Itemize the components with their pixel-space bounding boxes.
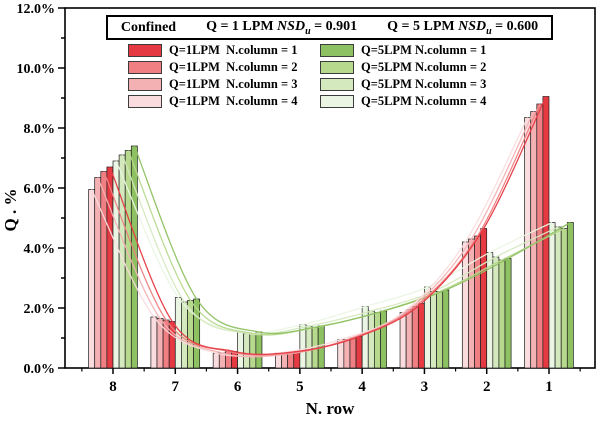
y-tick-label: 12.0%	[17, 2, 56, 17]
q5-metric-sub: u	[486, 25, 492, 37]
q1-metric-sub: u	[305, 25, 311, 37]
bar	[150, 316, 158, 369]
bar	[548, 222, 556, 369]
q1-metric-label: NSD	[277, 18, 306, 34]
bar	[498, 259, 506, 369]
bar	[249, 333, 257, 369]
legend-swatch-icon	[128, 78, 162, 91]
legend-item-label: Q=5LPM N.column = 1	[361, 43, 487, 58]
bar	[287, 352, 295, 369]
bar	[411, 306, 419, 369]
legend-swatch-icon	[320, 78, 354, 91]
bar	[349, 337, 357, 369]
bar	[281, 354, 289, 369]
x-tick-label: 8	[109, 379, 117, 395]
bar	[461, 241, 469, 369]
bar	[474, 235, 481, 369]
bar	[492, 256, 500, 369]
bar	[442, 289, 450, 369]
condition-label: Confined	[120, 19, 177, 35]
legend-item-label: Q=1LPM N.column = 4	[169, 94, 298, 109]
bar	[560, 228, 568, 369]
bar	[237, 331, 245, 369]
legend-item-label: Q=5LPM N.column = 4	[361, 94, 487, 109]
bar	[255, 331, 263, 369]
bar	[380, 310, 387, 369]
bar	[355, 336, 363, 369]
series-curve	[133, 145, 571, 335]
x-axis-label: N. row	[306, 399, 356, 418]
legend: Q=1LPM N.column = 1 Q=5LPM N.column = 1 Q=…	[128, 44, 486, 108]
legend-swatch-icon	[128, 61, 162, 74]
y-tick-label: 8.0%	[24, 122, 56, 137]
legend-swatch-icon	[128, 44, 162, 57]
bar	[100, 171, 108, 369]
bar	[399, 312, 407, 369]
y-axis-label: Q . %	[1, 189, 20, 232]
legend-swatch-icon	[128, 95, 162, 108]
y-tick-label: 0.0%	[24, 362, 56, 377]
x-tick-label: 1	[545, 379, 553, 395]
x-tick-label: 3	[421, 379, 429, 395]
y-tick-label: 2.0%	[24, 302, 56, 317]
q5-metric-label: NSD	[458, 18, 487, 34]
chart-annotation-box: Confined Q = 1 LPM NSDu = 0.901 Q = 5 LP…	[106, 15, 553, 40]
bar	[231, 351, 238, 369]
y-tick-label: 6.0%	[24, 182, 56, 197]
legend-swatch-icon	[320, 44, 354, 57]
bar	[112, 160, 120, 369]
legend-item-label: Q=1LPM N.column = 3	[169, 77, 298, 92]
bar	[88, 189, 96, 369]
bar	[299, 324, 307, 369]
legend-item-label: Q=1LPM N.column = 2	[169, 60, 298, 75]
nsd-stat-q5lpm: Q = 5 LPM NSDu = 0.600	[387, 19, 538, 37]
x-tick-label: 5	[296, 379, 304, 395]
bar	[367, 310, 375, 369]
legend-item-label: Q=5LPM N.column = 2	[361, 60, 487, 75]
bar	[293, 351, 301, 369]
bar	[212, 352, 220, 369]
legend-swatch-icon	[320, 95, 354, 108]
x-tick-label: 2	[483, 379, 491, 395]
bar	[373, 312, 381, 369]
series-curve	[115, 160, 553, 335]
legend-item-label: Q=1LPM N.column = 1	[169, 43, 298, 58]
bar	[504, 258, 512, 369]
bar	[436, 291, 444, 369]
bar	[243, 333, 251, 369]
bar	[343, 339, 351, 369]
q1-metric-value: = 0.901	[314, 18, 358, 34]
q5-flow-label: Q = 5 LPM	[387, 18, 455, 34]
bar	[417, 303, 425, 369]
series-curve	[121, 154, 559, 336]
series-curve	[109, 96, 547, 356]
q1-flow-label: Q = 1 LPM	[206, 18, 274, 34]
bar	[430, 291, 437, 369]
nsd-stat-q1lpm: Q = 1 LPM NSDu = 0.901	[206, 19, 357, 37]
y-tick-label: 4.0%	[24, 242, 56, 257]
legend-item-label: Q=5LPM N.column = 3	[361, 77, 487, 92]
x-tick-label: 6	[234, 379, 242, 395]
bar	[405, 309, 413, 369]
bar	[468, 238, 475, 369]
q5-metric-value: = 0.600	[495, 18, 539, 34]
y-tick-label: 10.0%	[17, 62, 56, 77]
bar	[566, 222, 574, 369]
x-tick-label: 7	[172, 379, 180, 395]
bar	[106, 166, 114, 369]
series-curve	[91, 117, 529, 357]
bar	[94, 177, 102, 369]
bar	[554, 226, 562, 369]
x-tick-label: 4	[358, 379, 366, 395]
bar	[480, 228, 488, 369]
legend-swatch-icon	[320, 61, 354, 74]
